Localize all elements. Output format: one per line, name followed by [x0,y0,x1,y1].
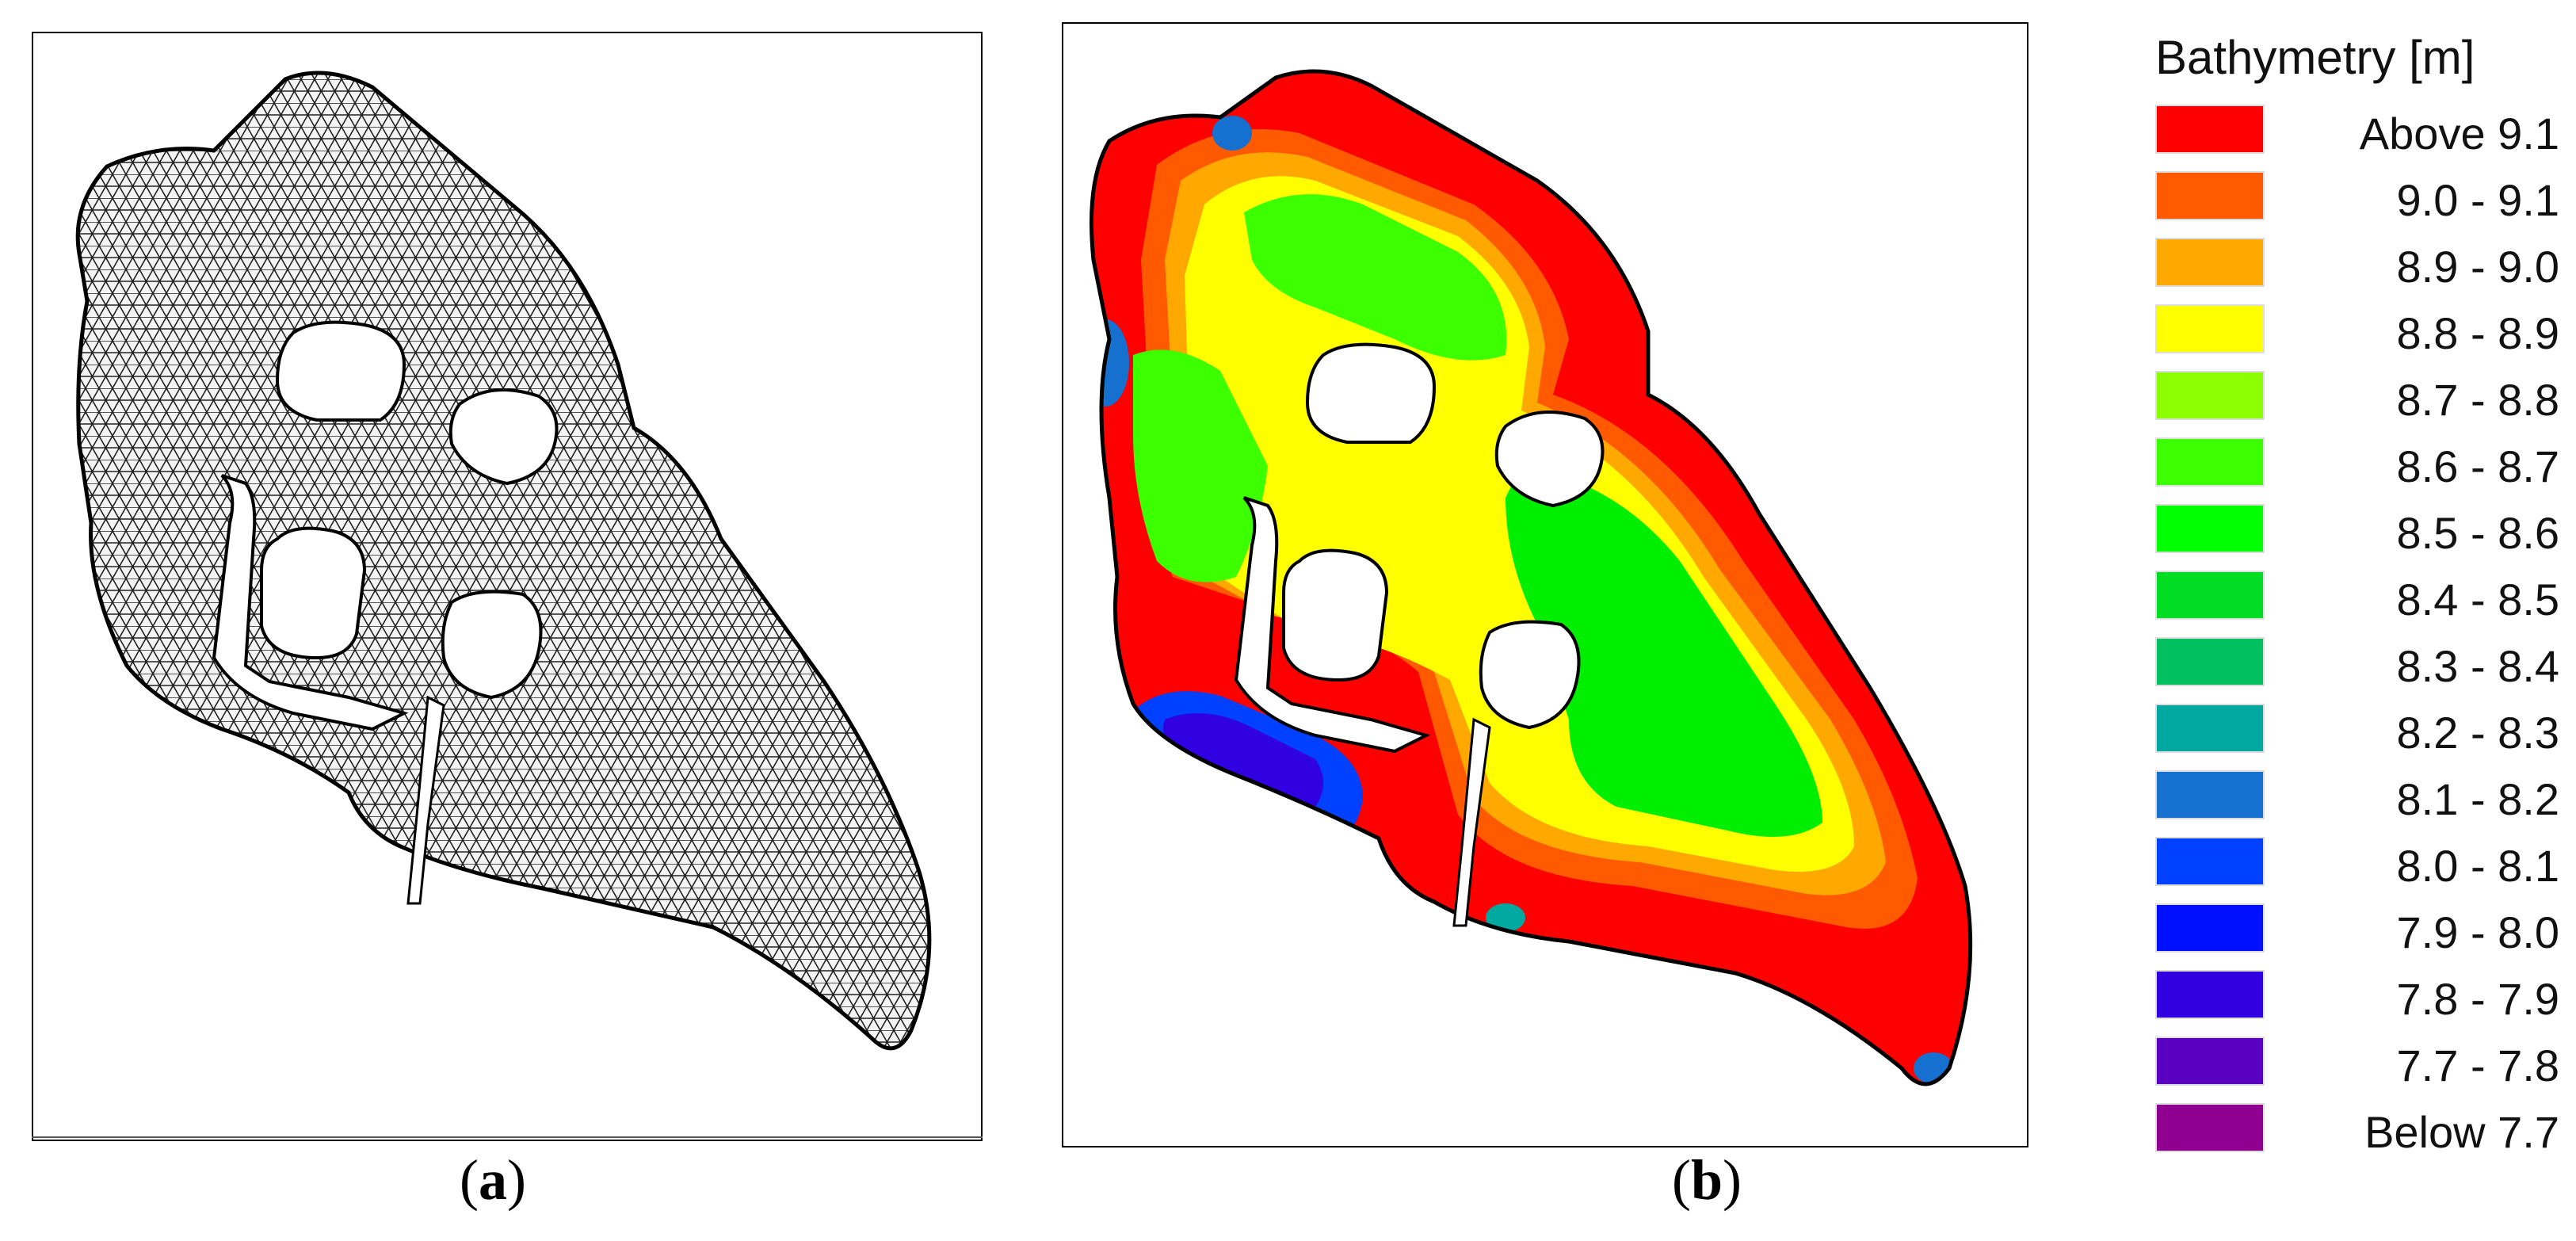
map-canal [1452,717,1491,927]
mesh-island-1 [275,320,406,422]
legend-label: 8.9 - 9.0 [2396,242,2559,292]
legend-item: 8.1 - 8.2 [2155,767,2567,824]
legend-item: Below 7.7 [2155,1100,2567,1157]
depth-band-green-north [1244,194,1507,361]
legend-label: 8.7 - 8.8 [2396,375,2559,425]
legend-item: 7.7 - 7.8 [2155,1033,2567,1090]
legend-item: 8.6 - 8.7 [2155,434,2567,491]
mesh-island-4 [441,590,543,700]
legend-swatch [2155,970,2265,1019]
legend-item: 7.9 - 8.0 [2155,900,2567,957]
map-island-3 [1282,548,1389,682]
legend-swatch [2155,704,2265,753]
legend-swatch [2155,238,2265,287]
mesh-island-3 [260,526,367,660]
legend-label: 8.3 - 8.4 [2396,641,2559,691]
legend-label: 8.5 - 8.6 [2396,508,2559,558]
legend-item: 8.3 - 8.4 [2155,634,2567,691]
map-channel [1234,496,1431,754]
legend-swatch [2155,304,2265,353]
caption-a: (a) [460,1148,526,1212]
depth-spot-north [1212,116,1252,151]
legend-item: 8.7 - 8.8 [2155,368,2567,425]
legend-label: 8.1 - 8.2 [2396,774,2559,824]
legend-item: 8.8 - 8.9 [2155,301,2567,358]
legend-item: 9.0 - 9.1 [2155,168,2567,225]
legend-label: 8.8 - 8.9 [2396,308,2559,358]
depth-spot-south [1486,903,1525,932]
legend-label: 7.8 - 7.9 [2396,974,2559,1024]
map-island-1 [1305,342,1437,444]
legend-swatch [2155,371,2265,420]
legend-item: 8.0 - 8.1 [2155,834,2567,891]
mesh-panel [32,32,983,1141]
legend-item: 8.9 - 9.0 [2155,235,2567,292]
legend-item: 7.8 - 7.9 [2155,967,2567,1024]
legend-swatch [2155,504,2265,553]
legend-swatch [2155,637,2265,686]
bathymetry-panel [1062,22,2028,1147]
legend-label: 8.2 - 8.3 [2396,708,2559,758]
legend-swatch [2155,1103,2265,1152]
caption-b: (b) [1672,1148,1742,1212]
legend-label: 7.7 - 7.8 [2396,1041,2559,1090]
depth-band-deep-core [1163,713,1323,809]
legend-swatch [2155,571,2265,620]
legend-label: 8.6 - 8.7 [2396,441,2559,491]
legend-swatch [2155,837,2265,886]
legend-label: 7.9 - 8.0 [2396,907,2559,957]
legend-item: 8.2 - 8.3 [2155,701,2567,758]
legend-swatch [2155,437,2265,487]
legend-label: Below 7.7 [2364,1107,2559,1157]
legend-item: 8.4 - 8.5 [2155,567,2567,624]
legend-label: 8.4 - 8.5 [2396,575,2559,624]
legend-label: Above 9.1 [2359,109,2559,158]
legend-label: 8.0 - 8.1 [2396,841,2559,891]
depth-band-green-east [1506,466,1822,837]
legend-swatch [2155,770,2265,819]
map-island-4 [1479,620,1581,730]
depth-band-green-west [1133,349,1268,582]
legend-item: 8.5 - 8.6 [2155,501,2567,558]
legend-swatch [2155,171,2265,220]
mesh-canal [406,695,445,905]
mesh-island-2 [448,388,559,486]
legend-label: 9.0 - 9.1 [2396,175,2559,225]
legend-item: Above 9.1 [2155,101,2567,158]
legend-swatch [2155,903,2265,953]
legend-swatch [2155,1037,2265,1086]
map-island-2 [1494,410,1605,508]
legend-title: Bathymetry [m] [2155,31,2475,84]
mesh-channel [212,474,409,731]
legend-swatch [2155,105,2265,154]
